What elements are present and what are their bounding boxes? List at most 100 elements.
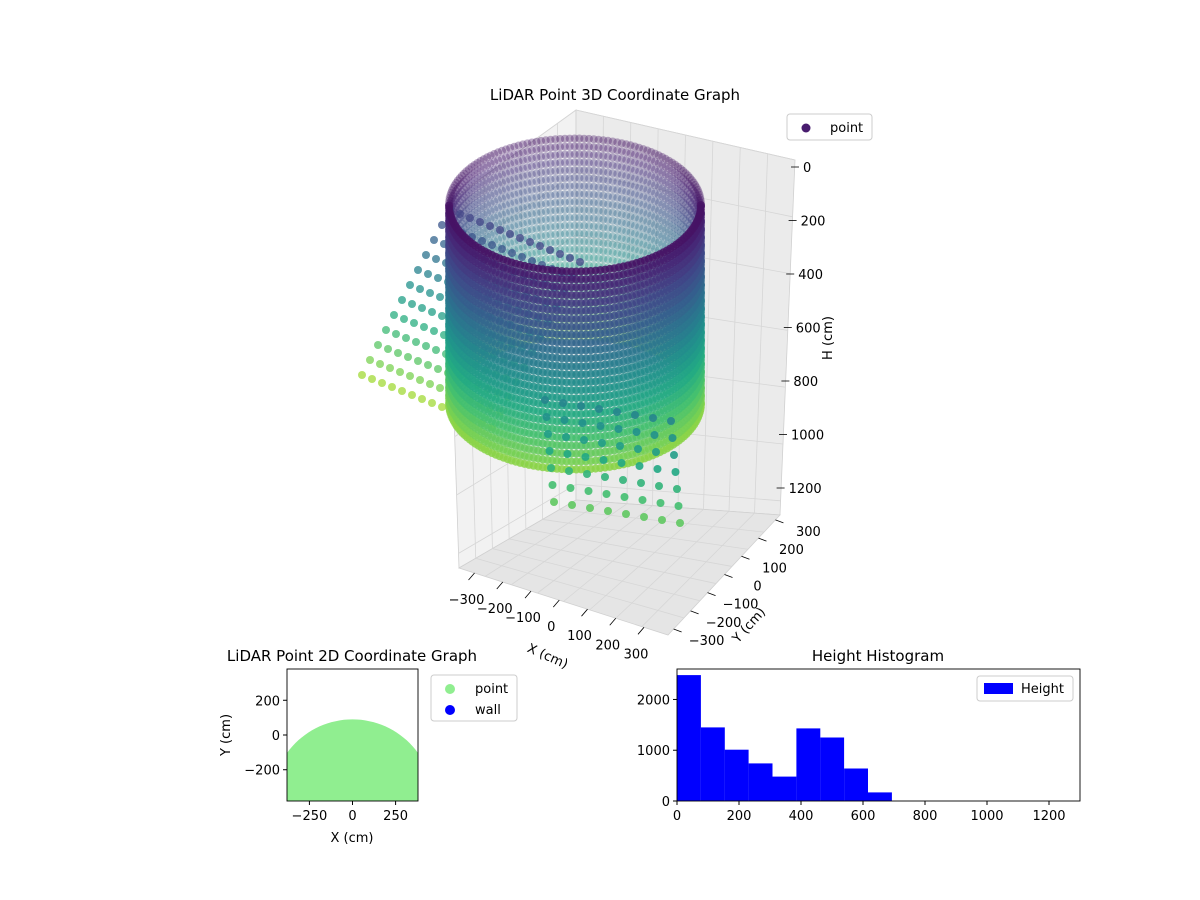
point-marker (527, 178, 536, 187)
point-marker (594, 207, 603, 215)
point-marker (527, 217, 536, 226)
point-marker (599, 231, 608, 240)
point-marker (560, 182, 569, 191)
point-marker (580, 229, 589, 238)
point-marker (506, 151, 515, 160)
point-marker (651, 244, 659, 253)
point-marker (604, 176, 612, 185)
point-marker (565, 229, 574, 238)
point-marker (498, 210, 506, 219)
point-marker (565, 245, 574, 254)
point-marker (585, 134, 593, 143)
point-marker (630, 158, 639, 167)
y-tick-label: 100 (762, 561, 787, 576)
point-marker (575, 245, 584, 254)
point-marker (594, 222, 603, 231)
point-marker (613, 170, 622, 178)
point-marker (617, 147, 626, 156)
point-marker (541, 231, 550, 240)
point-marker (626, 188, 635, 197)
point-marker (570, 150, 579, 159)
point-marker (630, 182, 639, 191)
point-marker (546, 222, 555, 231)
point-marker (575, 229, 584, 238)
point-marker (613, 257, 622, 266)
point-marker (532, 216, 541, 225)
point-marker (594, 238, 603, 247)
point-marker (613, 241, 622, 250)
x-tick-label: −200 (477, 602, 513, 617)
point-marker (622, 140, 631, 149)
point-marker (537, 168, 546, 177)
point-marker (506, 207, 515, 216)
point-marker (594, 143, 603, 152)
point-marker (565, 205, 574, 214)
point-marker (630, 245, 639, 254)
point-marker (622, 148, 631, 157)
point-marker (630, 166, 639, 175)
histogram-bar (796, 728, 821, 801)
point-marker (510, 198, 519, 207)
point-marker (613, 209, 622, 218)
point-marker (585, 253, 593, 262)
point-marker (622, 203, 631, 212)
point-marker (546, 254, 555, 263)
point-marker (580, 174, 589, 183)
point-marker (565, 237, 574, 246)
point-marker (514, 189, 523, 198)
point-marker (622, 187, 631, 196)
point-marker (556, 230, 565, 238)
point-marker (570, 189, 579, 198)
z-tick-label: 400 (798, 268, 823, 283)
point-marker (560, 150, 569, 159)
point-marker (510, 237, 519, 246)
point-marker (630, 221, 639, 230)
point-marker (643, 186, 652, 195)
point-marker (506, 191, 515, 200)
x-tick-label-hist: 1000 (970, 809, 1003, 824)
point-marker (604, 239, 612, 248)
point-marker (541, 255, 550, 264)
point-marker (560, 221, 569, 230)
point-marker (532, 209, 541, 217)
point-marker (604, 231, 612, 240)
point-marker (635, 175, 644, 184)
point-marker (494, 172, 503, 181)
point-marker (518, 148, 527, 157)
point-marker (626, 204, 635, 213)
point-marker (523, 186, 532, 195)
point-marker (635, 246, 644, 255)
point-marker (613, 225, 622, 234)
histogram-title: Height Histogram (812, 647, 944, 665)
x-tick-label-hist: 800 (913, 809, 938, 824)
point-marker (589, 206, 598, 215)
point-marker (502, 145, 510, 154)
histogram-bar (748, 763, 773, 801)
point-marker (630, 150, 639, 159)
point-marker (622, 219, 631, 228)
point-marker (635, 215, 644, 223)
histogram-bar (772, 776, 797, 801)
point-marker (546, 230, 555, 239)
point-marker (514, 173, 523, 182)
point-marker (585, 222, 593, 230)
point-marker (523, 179, 532, 187)
point-marker (594, 199, 603, 207)
point-marker (617, 155, 626, 164)
point-marker (589, 143, 598, 152)
point-marker (580, 158, 589, 167)
point-marker (589, 174, 598, 183)
x-tick-label: 200 (595, 638, 620, 653)
point-marker (626, 141, 635, 150)
point-marker (643, 154, 652, 163)
point-marker (604, 216, 612, 224)
point-marker (608, 216, 617, 225)
point-marker (546, 167, 555, 176)
point-marker (647, 211, 656, 220)
point-marker (599, 199, 608, 208)
point-marker (506, 159, 515, 168)
point-marker (617, 202, 626, 211)
x-tick-label: 300 (624, 647, 649, 662)
x-tick-label-hist: 0 (673, 809, 681, 824)
chart-3d-title: LiDAR Point 3D Coordinate Graph (490, 86, 740, 104)
